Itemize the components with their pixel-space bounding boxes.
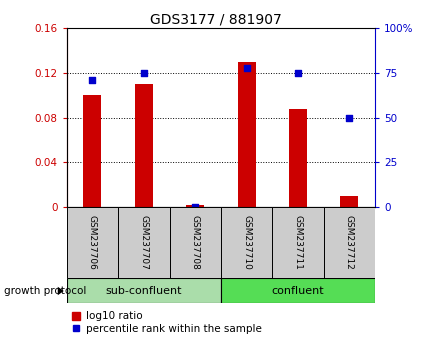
Bar [340, 196, 357, 207]
Point [294, 70, 301, 76]
Bar [220, 278, 374, 303]
Text: GSM237710: GSM237710 [242, 215, 251, 270]
Legend: log10 ratio, percentile rank within the sample: log10 ratio, percentile rank within the … [72, 312, 261, 333]
Point [89, 77, 96, 83]
Text: confluent: confluent [271, 286, 323, 296]
Polygon shape [58, 287, 64, 295]
Bar [118, 207, 169, 278]
Bar [237, 62, 255, 207]
Text: sub-confluent: sub-confluent [105, 286, 181, 296]
Bar [67, 207, 118, 278]
Point [345, 115, 352, 121]
Text: GSM237708: GSM237708 [190, 215, 199, 270]
Bar [220, 207, 272, 278]
Bar [67, 278, 221, 303]
Bar [83, 95, 101, 207]
Bar [323, 207, 374, 278]
Text: GSM237706: GSM237706 [88, 215, 97, 270]
Text: GSM237712: GSM237712 [344, 215, 353, 270]
Bar [169, 207, 220, 278]
Bar [272, 207, 323, 278]
Point [243, 65, 249, 70]
Text: growth protocol: growth protocol [4, 286, 86, 296]
Text: GSM237707: GSM237707 [139, 215, 148, 270]
Text: GDS3177 / 881907: GDS3177 / 881907 [149, 12, 281, 27]
Bar [186, 205, 204, 207]
Bar [288, 109, 306, 207]
Text: GSM237711: GSM237711 [293, 215, 302, 270]
Point [140, 70, 147, 76]
Bar [135, 84, 153, 207]
Point [191, 204, 198, 210]
